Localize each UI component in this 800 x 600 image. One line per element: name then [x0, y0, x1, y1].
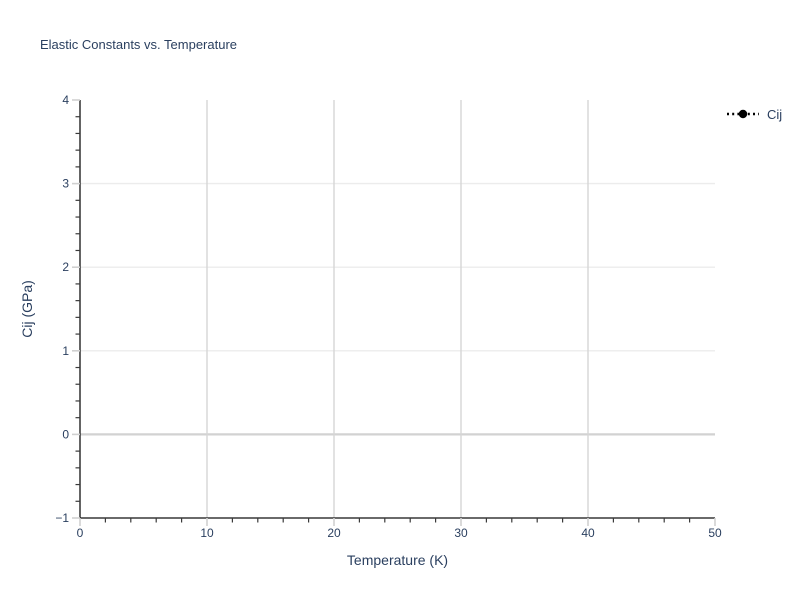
x-tick-label: 10	[200, 526, 214, 540]
legend: Cij	[726, 106, 782, 122]
x-tick-label: 30	[454, 526, 468, 540]
x-tick-label: 40	[581, 526, 595, 540]
x-axis-title: Temperature (K)	[346, 552, 449, 568]
y-tick-label: 3	[62, 177, 69, 191]
y-tick-label: 0	[62, 427, 69, 441]
x-tick-label: 20	[327, 526, 341, 540]
legend-item-label: Cij	[767, 106, 783, 122]
y-tick-label: 1	[62, 344, 69, 358]
y-tick-label: 4	[62, 93, 69, 107]
y-tick-label: −1	[55, 511, 69, 525]
dotted-line-marker-icon	[727, 109, 759, 119]
x-tick-label: 0	[77, 526, 84, 540]
legend-item-cij[interactable]: Cij	[726, 106, 782, 122]
chart-title: Elastic Constants vs. Temperature	[40, 37, 238, 52]
y-axis-title: Cij (GPa)	[19, 280, 35, 338]
y-tick-label: 2	[62, 260, 69, 274]
x-tick-label: 50	[708, 526, 722, 540]
